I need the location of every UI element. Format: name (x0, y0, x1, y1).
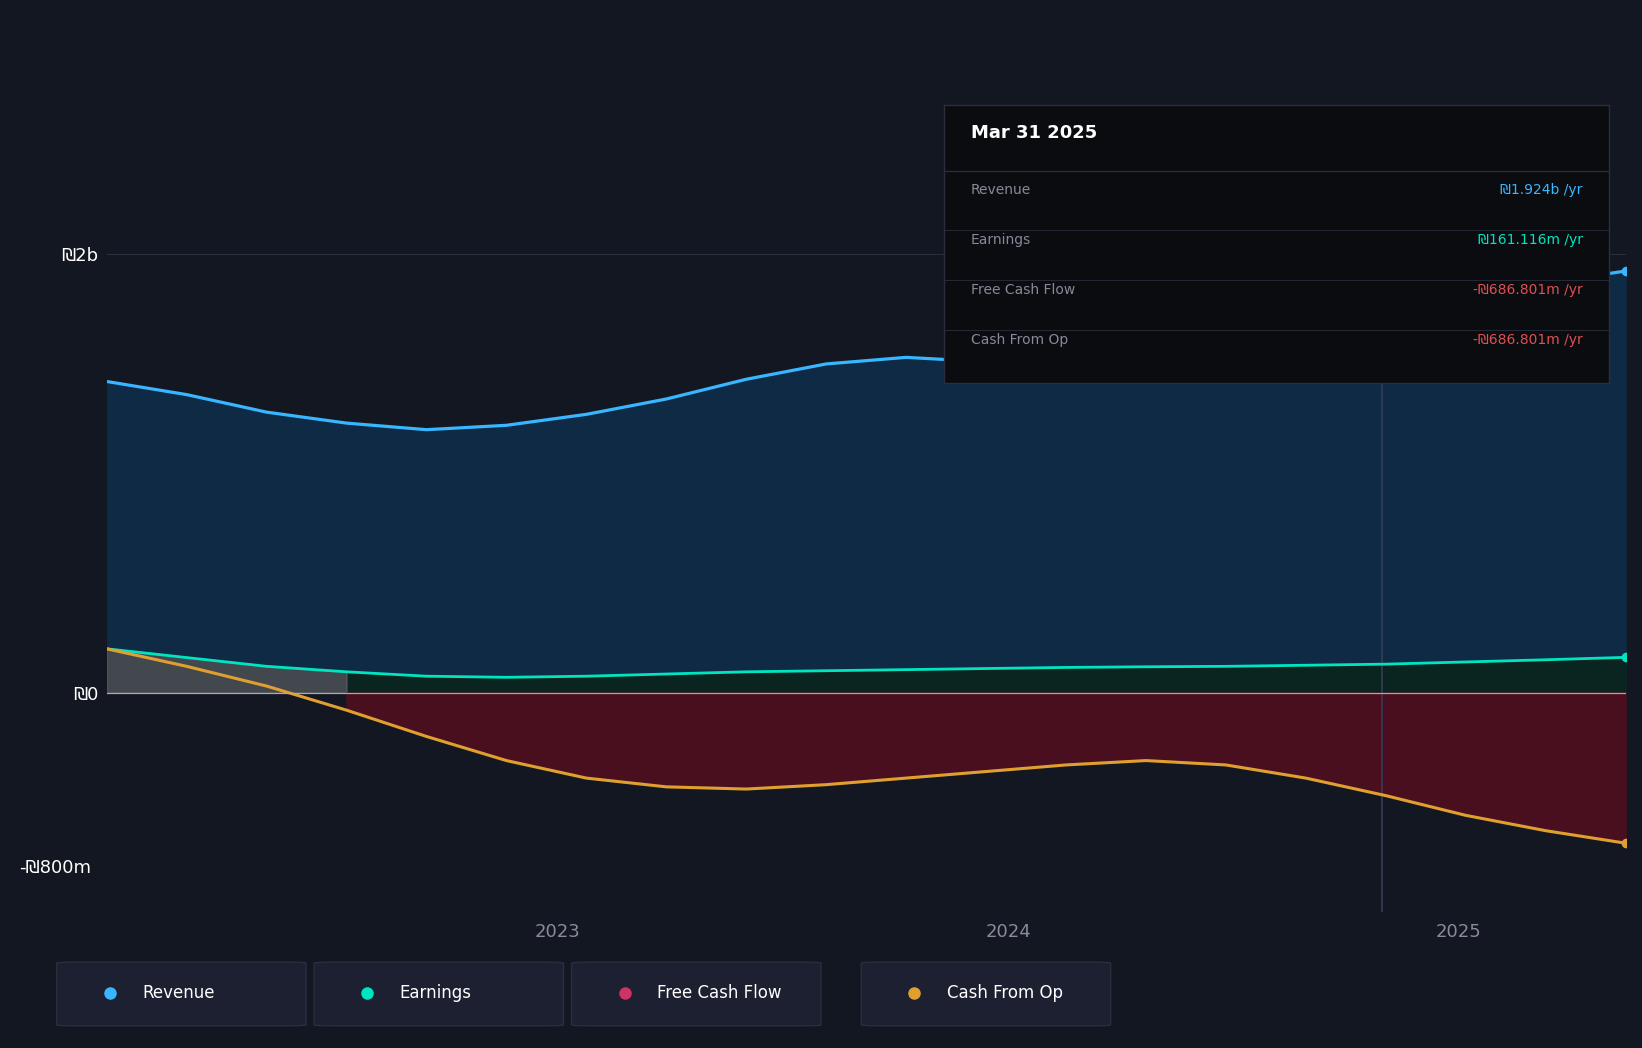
Text: Mar 31 2025: Mar 31 2025 (970, 125, 1097, 143)
Text: -₪686.801m /yr: -₪686.801m /yr (1473, 283, 1583, 297)
Text: Free Cash Flow: Free Cash Flow (970, 283, 1076, 297)
Text: Revenue: Revenue (970, 182, 1031, 197)
Text: -₪800m: -₪800m (20, 859, 90, 877)
Text: Free Cash Flow: Free Cash Flow (657, 984, 782, 1002)
Text: Earnings: Earnings (399, 984, 471, 1002)
Text: Earnings: Earnings (970, 233, 1031, 246)
Text: Cash From Op: Cash From Op (970, 332, 1067, 347)
FancyBboxPatch shape (860, 962, 1110, 1026)
Text: ₪161.116m /yr: ₪161.116m /yr (1478, 233, 1583, 246)
FancyBboxPatch shape (56, 962, 305, 1026)
FancyBboxPatch shape (314, 962, 563, 1026)
Text: ₪1.924b /yr: ₪1.924b /yr (1501, 182, 1583, 197)
FancyBboxPatch shape (571, 962, 821, 1026)
Text: Past: Past (1387, 233, 1419, 247)
Text: Revenue: Revenue (141, 984, 215, 1002)
Text: -₪686.801m /yr: -₪686.801m /yr (1473, 332, 1583, 347)
Text: Cash From Op: Cash From Op (946, 984, 1062, 1002)
